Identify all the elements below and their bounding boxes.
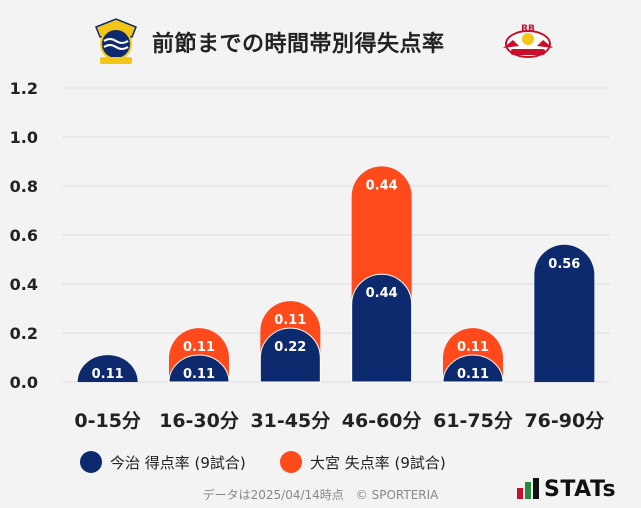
x-tick-label: 0-15分 [74, 410, 141, 432]
bar-imabari-3 [351, 273, 413, 383]
x-tick-label: 16-30分 [159, 410, 239, 432]
stats-brand-text: STATs [544, 476, 617, 502]
y-tick-label: 0.4 [10, 275, 38, 294]
data-label-omiya: 0.44 [366, 178, 398, 193]
x-tick-label: 61-75分 [433, 410, 513, 432]
data-label-imabari: 0.22 [274, 340, 306, 355]
imabari-logo-icon [90, 17, 142, 67]
footer-note: データは2025/04/14時点 © SPORTERIA [202, 488, 439, 502]
legend-label: 今治 得点率 (9試合) [110, 453, 246, 472]
stats-bars-icon [517, 478, 539, 499]
bar-imabari-2 [259, 327, 321, 383]
omiya-badge-text: RB [521, 24, 535, 34]
bar-imabari-5 [534, 244, 595, 382]
x-tick-label: 31-45分 [250, 410, 330, 432]
data-label-imabari: 0.11 [183, 367, 215, 382]
legend-item-imabari: 今治 得点率 (9試合) [80, 449, 246, 475]
data-label-imabari: 0.44 [366, 286, 398, 301]
bar-imabari-0 [77, 355, 138, 382]
x-tick-label: 76-90分 [524, 410, 604, 432]
data-label-omiya: 0.11 [183, 340, 215, 355]
data-label-omiya: 0.11 [457, 340, 489, 355]
y-tick-label: 0.6 [10, 226, 38, 245]
y-tick-label: 0.8 [10, 177, 38, 196]
y-tick-label: 0.0 [10, 373, 38, 392]
bar-chart: 0.0 0.2 0.4 0.6 0.8 1.0 1.2 0.11 0.11 0.11 0.11 0.… [10, 79, 610, 432]
legend-dot-icon [280, 451, 302, 473]
chart-title: 前節までの時間帯別得失点率 [152, 32, 445, 57]
chart-header: 前節までの時間帯別得失点率 RB [0, 0, 641, 80]
y-tick-label: 0.2 [10, 324, 38, 343]
data-label-imabari: 0.11 [92, 367, 124, 382]
data-label-imabari: 0.11 [457, 367, 489, 382]
legend-item-omiya: 大宮 失点率 (9試合) [280, 449, 446, 475]
omiya-logo-icon: RB [497, 20, 559, 62]
y-tick-label: 1.2 [10, 79, 38, 98]
bar-imabari-4 [442, 354, 504, 383]
data-label-imabari: 0.56 [548, 257, 580, 272]
stats-brand: STATs [516, 474, 636, 504]
x-tick-label: 46-60分 [342, 410, 422, 432]
legend-label: 大宮 失点率 (9試合) [310, 453, 446, 472]
data-label-omiya: 0.11 [274, 313, 306, 328]
y-tick-label: 1.0 [10, 128, 38, 147]
bar-imabari-1 [168, 354, 230, 383]
legend-dot-icon [80, 451, 102, 473]
